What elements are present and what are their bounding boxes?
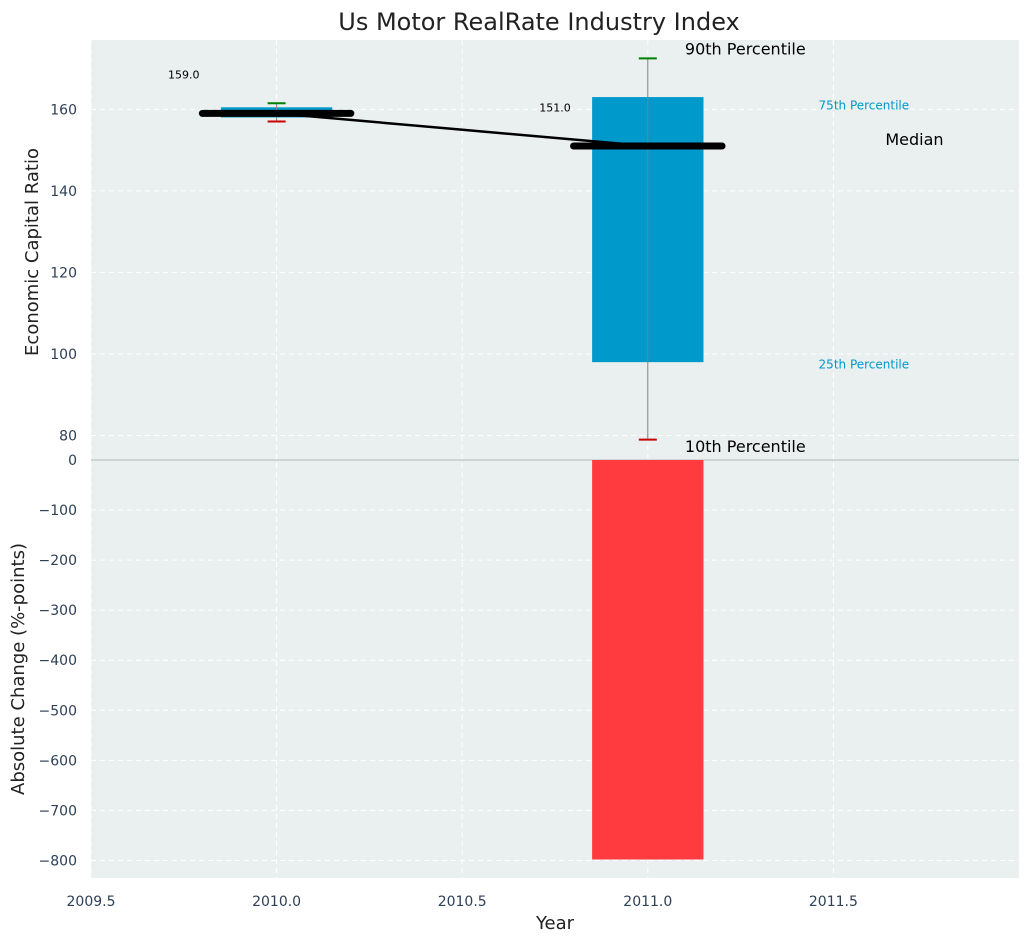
y-tick-label-bottom: −600 bbox=[39, 753, 77, 769]
chart-title: Us Motor RealRate Industry Index bbox=[338, 8, 740, 36]
x-tick-label: 2011.5 bbox=[809, 894, 858, 910]
annotation-25th-percentile: 25th Percentile bbox=[819, 357, 910, 371]
y-tick-label-top: 140 bbox=[50, 184, 77, 200]
y-tick-label-bottom: −500 bbox=[39, 703, 77, 719]
y-tick-label-top: 120 bbox=[50, 265, 77, 281]
change-bar bbox=[592, 460, 704, 860]
x-tick-label: 2009.5 bbox=[67, 894, 116, 910]
y-tick-label-bottom: −700 bbox=[39, 803, 77, 819]
bottom-plot-area bbox=[91, 460, 1019, 878]
median-trend-line bbox=[276, 112, 648, 148]
chart-labels: 2009.5 2010.0 2010.5 2011.0 2011.5 80 100 120 14… bbox=[39, 39, 944, 910]
median-value-label: 151.0 bbox=[539, 101, 571, 114]
x-tick-label: 2010.0 bbox=[252, 894, 301, 910]
x-axis-label: Year bbox=[535, 913, 575, 934]
y-tick-label-top: 100 bbox=[50, 347, 77, 363]
y-tick-label-bottom: −300 bbox=[39, 603, 77, 619]
y-axis-label-top: Economic Capital Ratio bbox=[22, 148, 43, 356]
y-tick-label-top: 80 bbox=[59, 429, 77, 445]
annotation-10th-percentile: 10th Percentile bbox=[685, 437, 806, 456]
y-tick-label-bottom: 0 bbox=[68, 453, 77, 469]
y-axis-label-bottom: Absolute Change (%-points) bbox=[8, 543, 29, 795]
y-tick-label-bottom: −400 bbox=[39, 653, 77, 669]
chart-marks bbox=[198, 57, 726, 860]
x-tick-label: 2010.5 bbox=[438, 894, 487, 910]
y-tick-label-bottom: −100 bbox=[39, 503, 77, 519]
median-value-label: 159.0 bbox=[168, 69, 200, 82]
y-tick-label-top: 160 bbox=[50, 102, 77, 118]
x-tick-label: 2011.0 bbox=[623, 894, 672, 910]
annotation-75th-percentile: 75th Percentile bbox=[819, 98, 910, 112]
y-tick-label-bottom: −200 bbox=[39, 553, 77, 569]
annotation-median: Median bbox=[885, 130, 943, 149]
y-tick-label-bottom: −800 bbox=[39, 853, 77, 869]
annotation-90th-percentile: 90th Percentile bbox=[685, 39, 806, 58]
